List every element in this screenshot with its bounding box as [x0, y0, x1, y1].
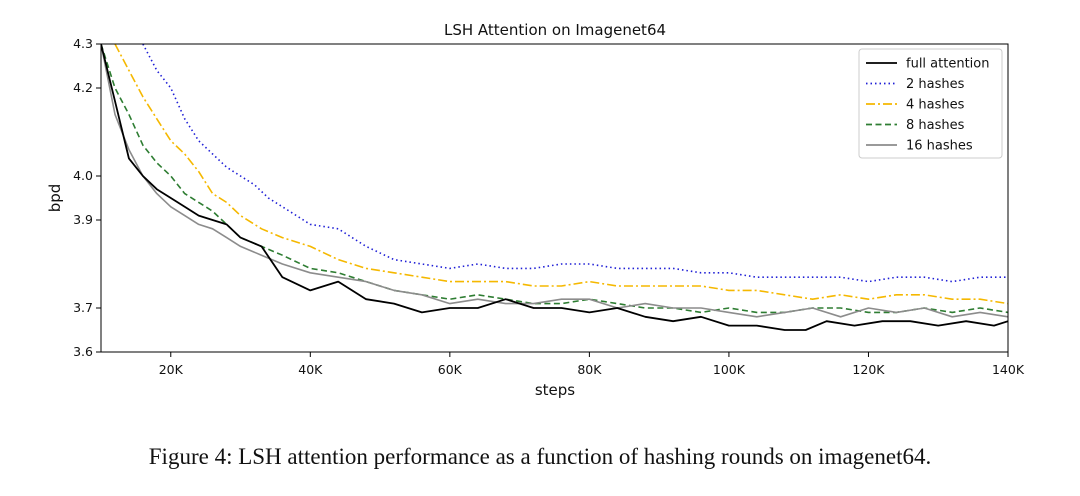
series-line-full-attention: [101, 44, 1008, 331]
x-tick-label: 100K: [713, 362, 746, 377]
line-chart: LSH Attention on Imagenet64 20K 40K 60K 80K…: [46, 21, 1025, 399]
legend-label: full attention: [906, 57, 989, 72]
y-tick-label: 4.3: [73, 36, 93, 51]
y-tick-label: 3.9: [73, 212, 93, 227]
y-tick-label: 3.7: [73, 300, 93, 315]
figure-caption: Figure 4: LSH attention performance as a…: [148, 444, 932, 469]
legend-box: [858, 48, 1003, 159]
plot-frame: [100, 43, 1009, 353]
chart-title: LSH Attention on Imagenet64: [444, 21, 666, 39]
series-line-4-hashes: [114, 44, 1008, 305]
legend-label: 2 hashes: [906, 77, 965, 92]
legend-label: 4 hashes: [906, 98, 965, 113]
y-axis-ticks: 3.6 3.7 3.9 4.0 4.2 4.3: [73, 36, 101, 359]
y-tick-label: 4.2: [73, 80, 93, 95]
x-tick-label: 20K: [159, 362, 184, 377]
legend: full attention 2 hashes 4 hashes 8 hashes 16…: [858, 48, 1003, 159]
x-tick-label: 40K: [298, 362, 323, 377]
legend-label: 16 hashes: [906, 139, 973, 154]
y-tick-label: 4.0: [73, 168, 93, 183]
series-lines: [101, 44, 1008, 331]
y-tick-label: 3.6: [73, 344, 93, 359]
x-tick-label: 80K: [577, 362, 602, 377]
series-line-2-hashes: [142, 44, 1008, 283]
x-tick-label: 120K: [852, 362, 885, 377]
x-axis-label: steps: [535, 381, 575, 399]
series-line-8-hashes: [101, 44, 1008, 314]
y-axis-label: bpd: [46, 184, 64, 213]
x-axis-ticks: 20K 40K 60K 80K 100K 120K 140K: [159, 352, 1025, 377]
x-tick-label: 60K: [438, 362, 463, 377]
legend-label: 8 hashes: [906, 118, 965, 133]
x-tick-label: 140K: [992, 362, 1025, 377]
series-line-16-hashes: [101, 44, 1008, 318]
